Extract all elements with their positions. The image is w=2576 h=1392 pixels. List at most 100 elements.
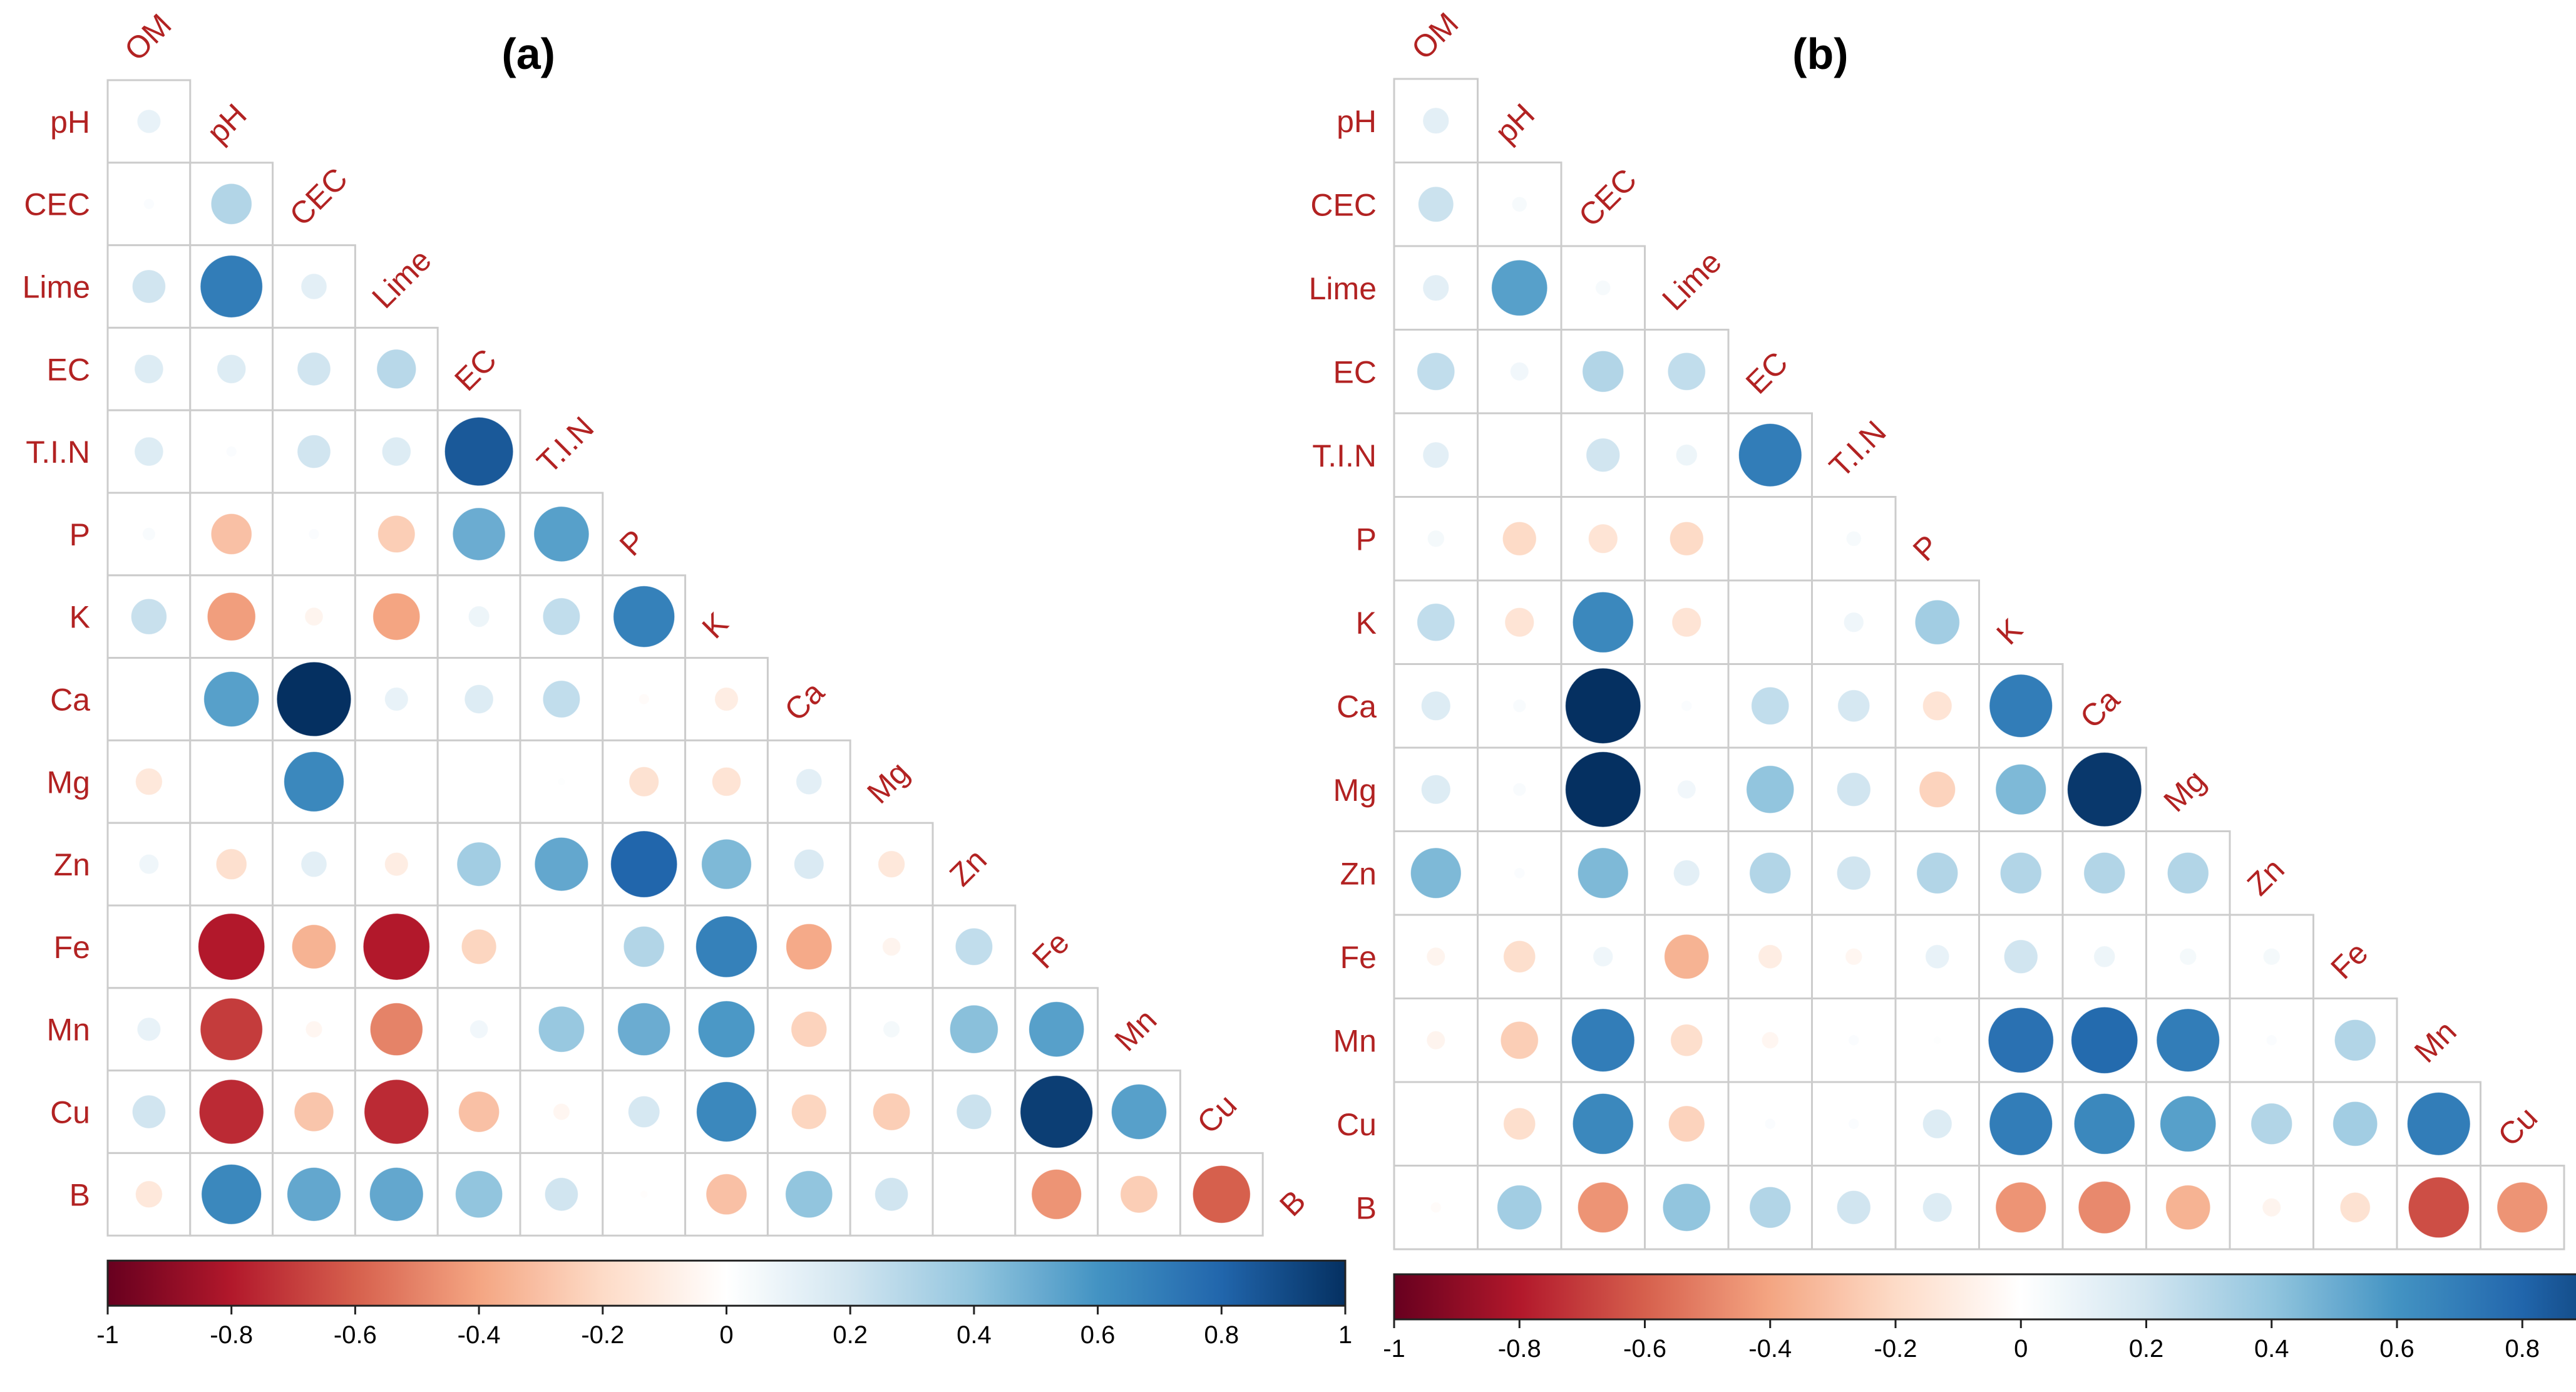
row-label: P [69, 517, 90, 552]
row-label: Mn [1333, 1023, 1377, 1058]
column-label: Ca [2073, 682, 2127, 735]
row-label: Fe [1340, 940, 1377, 975]
corr-circle-K-Lime: K / Lime: -0.15 [1671, 607, 1702, 637]
corr-circle-Cu-pH: Cu / pH: -0.18 [1503, 1107, 1536, 1140]
corr-circle-Cu-Zn: Cu / Zn: 0.3 [2250, 1103, 2293, 1145]
colorbar-tick-label: 0.6 [2379, 1335, 2414, 1363]
column-label: Mg [860, 755, 916, 810]
colorbar-tick-label: 0.8 [1204, 1321, 1239, 1349]
corr-circle-Mn-OM: Mn / OM: -0.06 [1426, 1031, 1445, 1050]
corr-circle-Zn-Mg: Zn / Mg: 0.3 [2167, 852, 2209, 894]
grid-cell [602, 739, 687, 824]
corr-circle-Mg-K: Mg / K: 0.45 [1995, 763, 2047, 815]
corr-circle-Mg-pH: Mg / pH: 0.03 [1512, 782, 1527, 797]
corr-circle-EC-OM: EC / OM: 0.15 [134, 354, 164, 384]
grid-cell [931, 1152, 1017, 1237]
column-label: EC [1739, 345, 1795, 401]
corr-circle-Cu-P: Cu / P: 0.18 [628, 1095, 660, 1128]
corr-circle-Mn-Lime: Mn / Lime: -0.5 [369, 1003, 423, 1056]
corr-circle-T.I.N-OM: T.I.N / OM: 0.12 [1422, 441, 1450, 469]
corr-circle-Zn-Lime: Zn / Lime: 0.12 [1673, 859, 1700, 887]
row-label: Mg [47, 765, 90, 800]
corr-circle-B-P: B / P: -0.01 [640, 1190, 649, 1199]
corr-circle-P-pH: P / pH: -0.3 [210, 513, 252, 555]
corr-circle-Mn-T.I.N: Mn / T.I.N: 0.38 [538, 1006, 585, 1053]
corr-circle-Fe-CEC: Fe / CEC: 0.07 [1593, 946, 1614, 967]
corr-circle-Mg-T.I.N: Mg / T.I.N: 0.01 [557, 777, 566, 786]
corr-circle-Cu-T.I.N: Cu / T.I.N: -0.05 [553, 1103, 570, 1121]
corr-circle-Cu-CEC: Cu / CEC: 0.65 [1572, 1093, 1634, 1155]
corr-circle-pH-OM: pH / OM: 0.1 [136, 109, 162, 134]
corr-circle-Fe-P: Fe / P: 0.3 [623, 925, 665, 967]
corr-circle-B-Fe: B / Fe: -0.16 [2339, 1192, 2371, 1223]
corr-circle-Zn-EC: Zn / EC: 0.3 [1749, 852, 1792, 894]
corr-circle-Fe-Lime: Fe / Lime: -0.8 [362, 913, 430, 981]
row-label: Zn [1340, 856, 1377, 891]
corr-circle-Ca-pH: Ca / pH: 0.03 [1512, 699, 1527, 713]
corr-circle-B-P: B / P: 0.15 [1922, 1192, 1953, 1223]
row-label: Ca [50, 683, 90, 718]
corr-circle-B-EC: B / EC: 0.4 [455, 1170, 503, 1219]
corr-circle-Ca-T.I.N: Ca / T.I.N: 0.18 [1837, 689, 1870, 723]
corr-circle-T.I.N-EC: T.I.N / EC: 0.7 [1738, 423, 1802, 487]
corr-circle-Mn-EC: Mn / EC: 0.06 [470, 1019, 489, 1039]
corr-circle-Mg-OM: Mg / OM: -0.13 [135, 768, 163, 796]
colorbar-tick-label: 1 [1338, 1321, 1352, 1349]
colorbar-tick-label: -0.4 [1748, 1335, 1792, 1363]
corr-circle-Ca-pH: Ca / pH: 0.55 [203, 671, 260, 727]
corr-circle-EC-pH: EC / pH: 0.15 [217, 354, 247, 384]
colorbar-tick-label: 0.4 [2254, 1335, 2289, 1363]
corr-circle-Zn-P: Zn / P: 0.3 [1916, 852, 1959, 894]
column-label: K [695, 606, 735, 645]
corr-circle-P-OM: P / OM: 0.05 [1427, 530, 1445, 548]
corr-circle-Ca-Lime: Ca / Lime: 0.1 [384, 687, 409, 711]
corr-circle-P-EC: P / EC: 0.5 [452, 507, 506, 561]
corr-circle-Zn-EC: Zn / EC: 0.35 [456, 842, 501, 887]
row-label: EC [47, 352, 90, 387]
column-label: Mn [1108, 1003, 1164, 1058]
row-label: B [1356, 1190, 1377, 1225]
column-label: Ca [777, 674, 831, 728]
row-label: T.I.N [1312, 438, 1377, 473]
corr-circle-B-pH: B / pH: 0.65 [201, 1163, 262, 1225]
corr-circle-Mn-P: Mn / P: 0.5 [617, 1003, 671, 1056]
corr-circle-Mn-Lime: Mn / Lime: -0.18 [1670, 1024, 1703, 1057]
corr-circle-Zn-OM: Zn / OM: 0.45 [1410, 847, 1462, 899]
corr-circle-B-Cu: B / Cu: -0.6 [1192, 1165, 1251, 1224]
corr-circle-Cu-EC: Cu / EC: -0.3 [458, 1091, 500, 1133]
colorbar-tick-label: -0.2 [581, 1321, 624, 1349]
corr-circle-K-OM: K / OM: 0.25 [1417, 603, 1455, 642]
corr-circle-Mn-Mg: Mn / Mg: 0.05 [883, 1020, 900, 1038]
corr-circle-Fe-K: Fe / K: 0.68 [695, 915, 757, 978]
corr-circle-K-T.I.N: K / T.I.N: 0.25 [542, 597, 581, 636]
corr-circle-Zn-pH: Zn / pH: 0.02 [1514, 867, 1526, 879]
corr-circle-EC-OM: EC / OM: 0.25 [1417, 352, 1455, 391]
column-label: OM [118, 7, 178, 68]
row-label: Ca [1337, 689, 1377, 724]
corr-circle-Cu-K: Cu / K: 0.65 [696, 1081, 757, 1142]
column-label: pH [1488, 96, 1541, 150]
column-label: pH [200, 97, 254, 150]
corr-circle-Zn-pH: Zn / pH: -0.17 [215, 848, 247, 880]
corr-circle-Fe-T.I.N: Fe / T.I.N: -0.05 [1845, 947, 1863, 966]
row-label: Cu [50, 1095, 90, 1130]
corr-circle-Zn-K: Zn / K: 0.45 [701, 838, 752, 890]
corr-circle-EC-CEC: EC / CEC: 0.3 [1582, 350, 1624, 393]
colorbar-tick-label: -1 [1383, 1335, 1405, 1363]
corr-circle-Mn-Fe: Mn / Fe: 0.3 [2334, 1019, 2376, 1061]
corr-circle-Zn-CEC: Zn / CEC: 0.45 [1577, 847, 1629, 899]
colorbar-tick-label: -0.8 [210, 1321, 253, 1349]
corr-circle-B-OM: B / OM: -0.02 [1430, 1202, 1442, 1214]
corr-circle-T.I.N-CEC: T.I.N / CEC: 0.2 [1586, 438, 1621, 473]
grid-cell [106, 904, 192, 989]
grid-cell [106, 657, 192, 741]
corr-circle-B-Lime: B / Lime: 0.52 [369, 1167, 424, 1222]
corr-circle-K-CEC: K / CEC: -0.06 [304, 607, 324, 626]
column-label: Mn [2408, 1014, 2463, 1070]
chart-title: (b) [1792, 29, 1848, 78]
corr-circle-Mn-CEC: Mn / CEC: -0.05 [305, 1020, 323, 1038]
column-label: Fe [2324, 935, 2374, 986]
corr-circle-CEC-pH: CEC / pH: 0.3 [210, 183, 252, 225]
corr-circle-B-Mg: B / Mg: 0.2 [875, 1177, 909, 1212]
